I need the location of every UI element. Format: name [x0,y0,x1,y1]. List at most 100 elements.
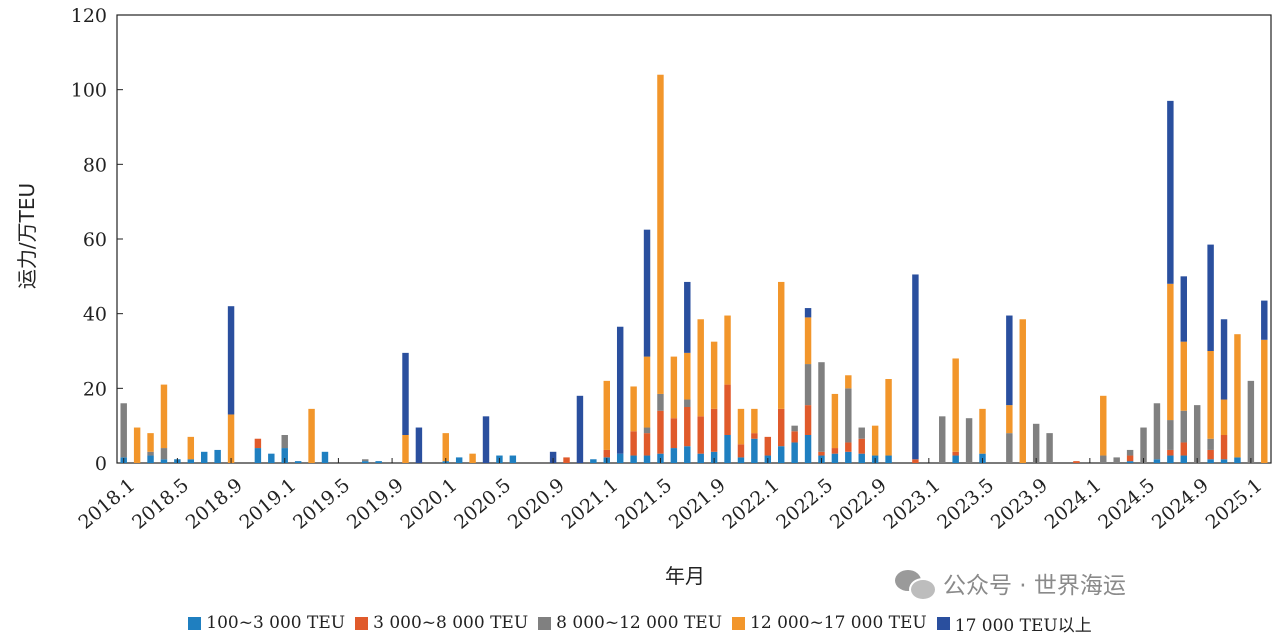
bar-segment-2021-10-s3 [724,315,731,385]
bar-segment-2022-2-s3 [778,281,785,409]
x-tick-label: 2023.9 [987,474,1052,534]
bar-segment-2024-11-s1 [1220,435,1228,460]
bar-segment-2021-12-s3 [751,408,758,434]
bar-segment-2018-4-s3 [160,384,168,449]
bar-segment-2018-7-s0 [201,451,208,463]
bar-segment-2018-3-s0 [147,455,154,463]
bar-segment-2022-8-s1 [858,438,865,454]
bar-segment-2021-4-s2 [643,427,651,434]
x-tick-label: 2019.9 [343,474,408,534]
bar-segment-2022-10-s3 [885,379,892,456]
bar-segment-2019-1-s0 [281,448,288,463]
bar-segment-2018-9-s3 [227,414,235,463]
bar-segment-2023-5-s3 [979,408,986,454]
bar-segment-2024-8-s2 [1180,410,1187,443]
bar-segment-2018-1-s2 [120,403,127,458]
bar-segment-2021-6-s3 [670,356,678,419]
bar-segment-2019-2-s0 [294,461,302,463]
bar-segment-2024-8-s1 [1180,442,1187,456]
legend-label: 12 000~17 000 TEU [750,613,927,633]
bar-segment-2024-8-s3 [1180,341,1187,411]
x-tick-label: 2025.1 [1202,474,1267,534]
bar-segment-2024-7-s2 [1167,420,1174,450]
wechat-icon [895,568,937,601]
bar-segment-2022-8-s2 [858,427,865,439]
bar-segment-2018-8-s0 [214,449,221,463]
bar-segment-2023-3-s0 [952,455,959,463]
bar-segment-2021-1-s1 [603,449,610,458]
x-tick-label: 2022.5 [772,474,837,534]
bar-segment-2022-5-s1 [818,451,825,456]
x-tick-label: 2021.1 [557,474,622,534]
y-tick-label: 60 [83,229,107,251]
bar-segment-2021-9-s1 [710,408,718,452]
bar-segment-2025-1-s2 [1247,380,1255,463]
bar-segment-2023-3-s3 [952,358,959,452]
x-tick-label: 2018.9 [182,474,247,534]
bar-segment-2019-3-s3 [308,408,315,463]
bar-segment-2018-6-s3 [187,436,195,460]
bar-segment-2024-11-s4 [1220,319,1228,400]
bar-segment-2018-11-s1 [254,438,262,449]
legend-item: 12 000~17 000 TEU [732,613,927,633]
x-tick-label: 2021.5 [611,474,676,534]
bar-segment-2018-11-s0 [254,448,262,463]
bar-segment-2020-1-s3 [442,433,449,462]
bar-segment-2021-6-s1 [670,418,678,449]
bar-segment-2020-3-s3 [469,453,476,463]
bar-segment-2022-3-s1 [791,431,798,443]
bar-segment-2020-6-s0 [509,455,517,463]
x-tick-label: 2022.1 [718,474,783,534]
y-tick-label: 80 [83,154,107,176]
legend-swatch [188,616,202,630]
bar-segment-2021-7-s4 [684,281,691,353]
bar-segment-2022-7-s3 [845,375,852,389]
bar-segment-2024-11-s0 [1220,459,1228,463]
bar-segment-2019-11-s4 [415,427,423,463]
bar-segment-2021-8-s3 [697,319,704,417]
bar-segment-2021-11-s0 [737,457,745,463]
bar-segment-2023-9-s2 [1032,423,1040,463]
bar-segment-2022-3-s0 [791,442,798,463]
bar-segment-2020-11-s4 [576,395,584,463]
bar-segment-2021-8-s0 [697,453,704,463]
bar-segment-2021-10-s1 [724,384,731,435]
legend-swatch [538,616,552,630]
bar-segment-2024-4-s0 [1126,461,1134,463]
bar-segment-2021-4-s0 [643,455,651,463]
bar-segment-2021-7-s1 [684,407,691,447]
legend-swatch [936,616,950,630]
bar-segment-2020-4-s4 [482,416,490,463]
bar-segment-2022-8-s0 [858,453,865,463]
legend-item: 17 000 TEU以上 [936,611,1092,636]
bar-segment-2021-9-s3 [710,341,718,409]
bar-segment-2023-7-s3 [1006,405,1013,434]
bar-segment-2023-12-s1 [1073,461,1080,463]
x-tick-label: 2024.5 [1094,474,1159,534]
bar-segment-2022-7-s2 [845,388,852,443]
bar-segment-2024-12-s0 [1234,457,1241,463]
bar-segment-2024-7-s1 [1167,449,1174,456]
bar-segment-2023-3-s1 [952,451,959,456]
bar-segment-2022-12-s4 [912,274,919,460]
bar-segment-2021-12-s0 [751,438,758,463]
bar-segment-2018-6-s0 [187,459,195,463]
bar-segment-2021-9-s0 [710,451,718,463]
bar-segment-2021-12-s1 [751,433,758,439]
bar-segment-2022-6-s0 [831,453,839,463]
bar-segment-2024-9-s2 [1193,405,1201,463]
x-tick-label: 2024.1 [1041,474,1106,534]
legend-item: 3 000~8 000 TEU [355,613,528,633]
bar-segment-2023-8-s3 [1019,319,1026,463]
bar-segment-2021-7-s2 [684,399,691,407]
bar-segment-2024-12-s3 [1234,334,1241,458]
x-tick-label: 2021.9 [665,474,730,534]
bar-segment-2024-10-s4 [1207,244,1214,351]
bar-segment-2021-11-s1 [737,444,745,458]
x-tick-label: 2019.1 [235,474,300,534]
x-tick-label: 2020.5 [450,474,515,534]
bar-segment-2021-7-s3 [684,352,691,400]
x-tick-label: 2018.5 [128,474,193,534]
bar-segment-2020-10-s1 [563,457,570,463]
x-tick-label: 2024.9 [1148,474,1213,534]
